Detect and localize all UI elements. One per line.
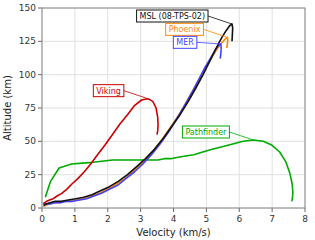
chart: 0 1 2 3 4 5 6 7 8 0 25 50 75 100 125 150 Velocity (km/s)… (0, 0, 315, 240)
label-box (137, 10, 208, 22)
grid-line (42, 74, 305, 75)
tick-mark (305, 208, 306, 212)
tick-mark (38, 208, 42, 209)
series-label: MSL (08-TPS-02) (137, 10, 232, 24)
series-line (43, 37, 227, 206)
leader-line (208, 16, 232, 24)
plot-frame (42, 8, 305, 208)
tick-label: 4 (171, 214, 177, 224)
series-labels: MSL (08-TPS-02) Phoenix MER Viking Pathfinde… (93, 10, 253, 140)
tick-label: 0 (39, 214, 45, 224)
tick-mark (107, 208, 108, 212)
tick-label: 7 (269, 214, 275, 224)
series-line (43, 99, 158, 204)
tick-mark (173, 208, 174, 212)
series-name: Viking (96, 87, 121, 96)
series-label: Pathfinder (182, 126, 253, 140)
label-box (173, 36, 197, 48)
tick-label: 0 (30, 203, 36, 213)
label-box (93, 85, 124, 97)
tick-label: 5 (204, 214, 210, 224)
series-line (44, 24, 233, 205)
tick-label: 1 (72, 214, 78, 224)
tick-label: 100 (19, 70, 36, 80)
series-line (44, 44, 222, 205)
tick-mark (38, 74, 42, 75)
leader-line (229, 132, 253, 140)
grid (42, 8, 305, 208)
y-axis-label: Altitude (km) (2, 75, 13, 141)
tick-label: 3 (138, 214, 144, 224)
series-name: MSL (08-TPS-02) (140, 12, 205, 21)
grid-line (42, 108, 305, 109)
series-label: Viking (93, 85, 148, 99)
plot-area (42, 8, 305, 208)
series-label: Phoenix (166, 23, 228, 37)
tick-label: 8 (302, 214, 308, 224)
tick-mark (74, 208, 75, 212)
tick-label: 25 (25, 170, 36, 180)
leader-line (124, 91, 148, 99)
axes: 0 1 2 3 4 5 6 7 8 0 25 50 75 100 125 150 (19, 3, 308, 224)
series-name: Phoenix (169, 25, 201, 34)
tick-mark (38, 41, 42, 42)
tick-label: 2 (105, 214, 111, 224)
series-name: Pathfinder (185, 128, 227, 137)
tick-mark (206, 208, 207, 212)
series-line (45, 140, 293, 201)
tick-mark (38, 141, 42, 142)
tick-mark (38, 8, 42, 9)
tick-mark (272, 208, 273, 212)
series-lines (43, 24, 293, 207)
tick-label: 6 (236, 214, 242, 224)
tick-label: 50 (25, 136, 37, 146)
tick-mark (38, 108, 42, 109)
label-box (166, 23, 204, 35)
tick-label: 150 (19, 3, 36, 13)
tick-mark (38, 174, 42, 175)
tick-label: 75 (25, 103, 36, 113)
series-name: MER (176, 38, 194, 47)
x-axis-label: Velocity (km/s) (136, 227, 210, 238)
tick-label: 125 (19, 36, 36, 46)
series-label: MER (173, 36, 221, 48)
leader-line (197, 42, 221, 44)
leader-line (203, 29, 227, 37)
tick-mark (140, 208, 141, 212)
label-box (182, 126, 229, 138)
tick-mark (42, 208, 43, 212)
tick-mark (239, 208, 240, 212)
